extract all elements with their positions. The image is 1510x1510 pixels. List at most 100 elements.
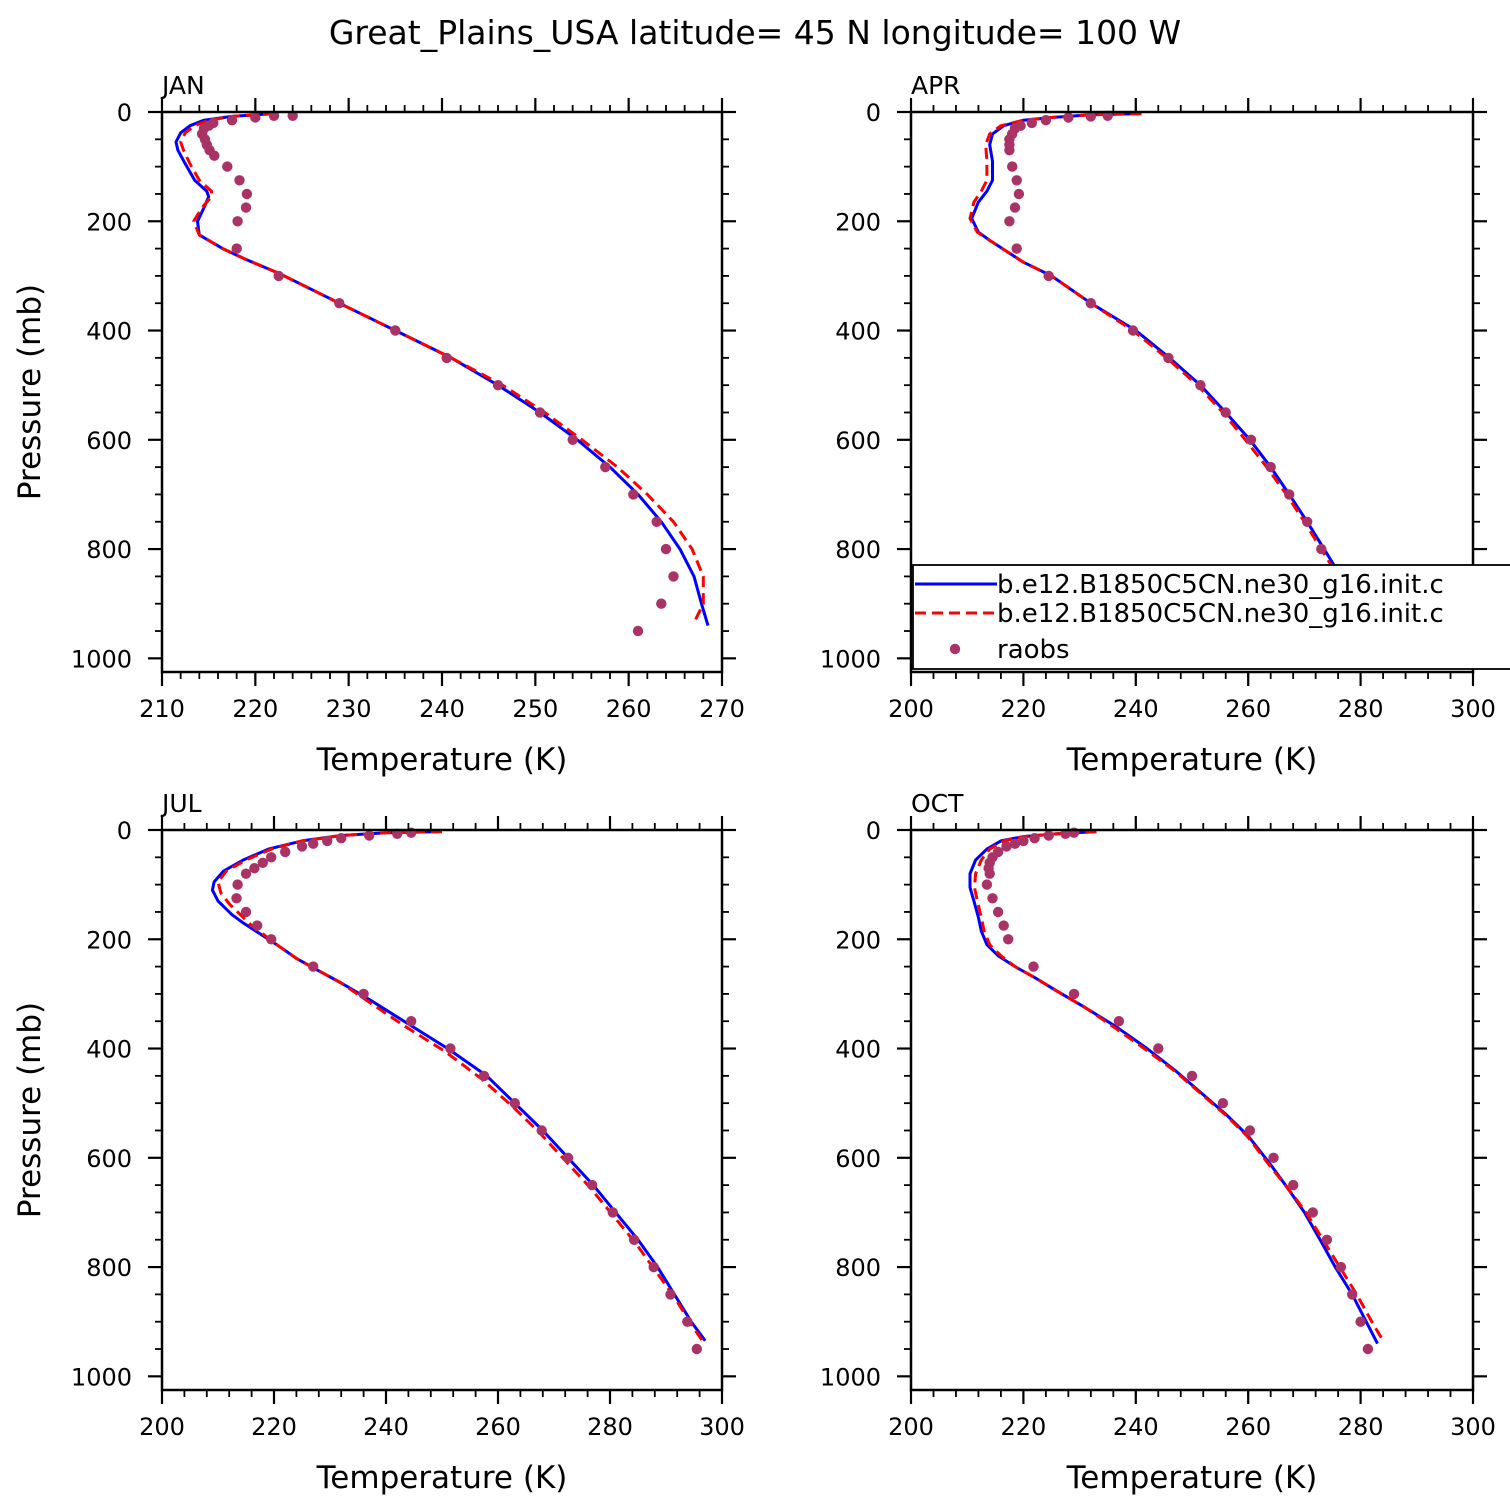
y-tick-label: 800 [86, 536, 132, 564]
raobs-point [1321, 1234, 1333, 1246]
legend-entry-label: raobs [997, 635, 1070, 665]
raobs-point [1004, 216, 1015, 227]
raobs-point [273, 270, 284, 282]
y-tick-label: 200 [835, 926, 881, 954]
y-tick-label: 600 [86, 1145, 132, 1173]
raobs-point [607, 1207, 618, 1218]
x-tick-label: 280 [1338, 1413, 1384, 1441]
raobs-point [1362, 1343, 1374, 1355]
series-line-solid [174, 112, 710, 627]
legend-entry-label: b.e12.B1850C5CN.ne30_g16.init.c [997, 570, 1444, 600]
raobs-point [1085, 298, 1097, 309]
raobs-point [1153, 1043, 1164, 1054]
plot-area [968, 110, 1379, 637]
x-tick-label: 300 [1450, 695, 1496, 723]
y-tick-label: 1000 [820, 1363, 881, 1391]
raobs-point [567, 434, 578, 445]
raobs-point [322, 835, 333, 847]
raobs-point [1127, 325, 1139, 336]
plot-area [968, 827, 1385, 1355]
y-tick-label: 400 [86, 318, 132, 346]
raobs-point [364, 830, 375, 841]
raobs-point [1288, 1179, 1299, 1191]
y-tick-label: 0 [866, 817, 881, 845]
raobs-point [536, 1125, 547, 1136]
raobs-point [1316, 543, 1327, 555]
raobs-point [1220, 407, 1231, 418]
raobs-point [240, 868, 252, 879]
raobs-point [1028, 961, 1039, 972]
x-axis-label: Temperature (K) [316, 742, 568, 778]
raobs-point [562, 1152, 574, 1164]
axes-frame [909, 110, 1475, 674]
x-tick-label: 280 [1338, 695, 1384, 723]
raobs-point [600, 461, 611, 473]
raobs-point [628, 489, 639, 500]
raobs-point [296, 841, 308, 852]
legend-box [912, 564, 1510, 670]
x-tick-label: 220 [251, 1413, 297, 1441]
raobs-point [1186, 1070, 1198, 1082]
raobs-point [682, 1316, 693, 1327]
y-axis-label: Pressure (mb) [12, 284, 48, 500]
raobs-point [1003, 934, 1014, 945]
raobs-point [628, 1234, 640, 1246]
y-tick-label: 800 [835, 1254, 881, 1282]
panel-jul: JUL 200 220 240 260 280 300 0 200 400 600 800 1000 Te… [12, 789, 745, 1496]
raobs-point [534, 407, 546, 418]
raobs-point [231, 893, 242, 904]
series-line-dashed [973, 830, 1385, 1342]
raobs-point [1009, 202, 1021, 213]
y-tick-label: 1000 [820, 645, 881, 673]
y-tick-label: 0 [117, 99, 132, 127]
axes-frame [909, 828, 1475, 1392]
x-tick-label: 270 [699, 695, 745, 723]
raobs-point [1011, 175, 1022, 186]
raobs-point [1013, 188, 1025, 200]
panel-jan: JAN 210 220 230 240 250 260 270 0 200 400 600 800 100… [12, 71, 745, 778]
series-line-dashed [179, 112, 705, 624]
raobs-point [249, 863, 260, 874]
raobs-point [1244, 1125, 1256, 1136]
raobs-point [222, 161, 233, 172]
panel-title: APR [911, 71, 961, 100]
x-tick-label: 300 [699, 1413, 745, 1441]
panels: JAN 210 220 230 240 250 260 270 0 200 400 600 800 100… [12, 71, 1496, 1496]
x-tick-label: 220 [1000, 1413, 1046, 1441]
raobs-point [981, 879, 993, 890]
raobs-point [691, 1343, 702, 1355]
x-tick-label: 280 [587, 1413, 633, 1441]
raobs-point [231, 243, 242, 254]
y-tick-label: 0 [117, 817, 132, 845]
raobs-point [651, 516, 662, 527]
raobs-point [1085, 111, 1097, 122]
raobs-point [1043, 830, 1054, 841]
raobs-point [406, 1016, 417, 1027]
y-tick-label: 600 [86, 427, 132, 455]
raobs-point [648, 1261, 659, 1273]
raobs-point [390, 325, 401, 336]
raobs-point [668, 571, 679, 582]
x-tick-label: 200 [139, 1413, 185, 1441]
raobs-point [1335, 1261, 1347, 1273]
x-tick-label: 260 [475, 1413, 521, 1441]
raobs-point [509, 1098, 520, 1109]
raobs-point [266, 852, 277, 863]
raobs-point [1040, 115, 1052, 126]
panel-title: OCT [911, 789, 964, 818]
raobs-point [1245, 434, 1257, 445]
raobs-point [336, 833, 347, 844]
panel-oct: OCT 200 220 240 260 280 300 0 200 400 600 800 1000 Te… [820, 789, 1496, 1496]
raobs-point [250, 112, 261, 123]
raobs-point [1018, 835, 1029, 847]
raobs-point [334, 298, 345, 309]
y-tick-label: 200 [835, 208, 881, 236]
raobs-point [1307, 1207, 1319, 1218]
raobs-point [266, 934, 277, 945]
x-axis-label: Temperature (K) [1066, 742, 1318, 778]
raobs-point [1195, 380, 1206, 391]
y-tick-label: 400 [86, 1036, 132, 1064]
raobs-point [234, 175, 245, 186]
raobs-point [1302, 516, 1313, 527]
